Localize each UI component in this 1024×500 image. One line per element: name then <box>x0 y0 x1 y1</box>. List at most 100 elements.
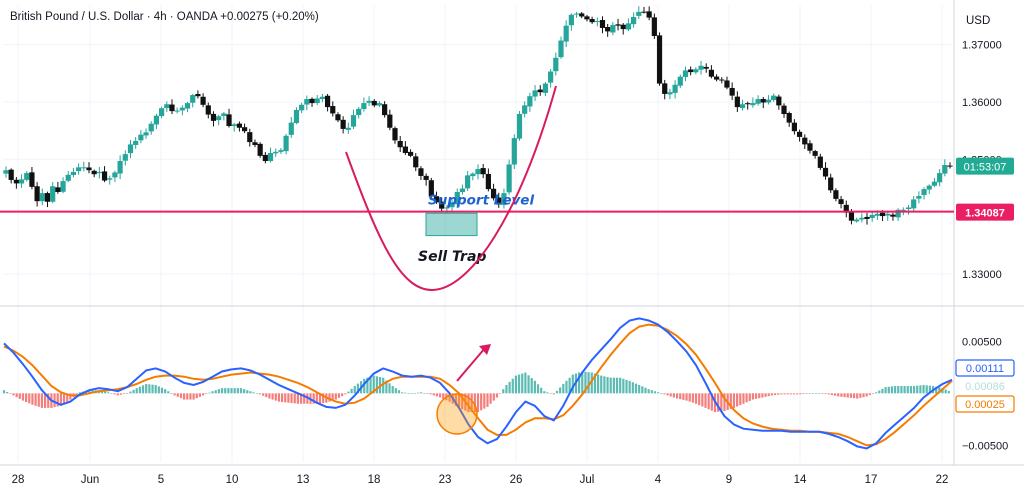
candle-body <box>257 143 263 156</box>
candle-body <box>366 100 372 103</box>
macd-tick-label: −0.00500 <box>962 440 1008 452</box>
candle <box>459 184 466 195</box>
candle <box>916 191 922 204</box>
candle-body <box>247 132 253 143</box>
histogram-bar <box>104 391 107 394</box>
histogram-bar <box>265 393 268 398</box>
last-price-label: 1.34087 <box>965 208 1005 220</box>
histogram-bar <box>622 378 625 394</box>
candle-body <box>848 212 855 221</box>
candle <box>293 107 300 125</box>
candle <box>911 196 917 212</box>
histogram-bar <box>559 387 562 394</box>
candle-body <box>947 165 953 167</box>
candle-body <box>501 193 507 205</box>
histogram-bar <box>25 393 28 402</box>
histogram-bar <box>682 393 685 400</box>
histogram-bar <box>435 393 439 397</box>
histogram-bar <box>736 393 739 407</box>
price-tick-label: 1.33000 <box>962 269 1002 281</box>
candle-body <box>24 173 30 180</box>
candle <box>594 17 600 27</box>
histogram-bar <box>2 390 6 394</box>
candle <box>791 119 797 135</box>
histogram-bar <box>262 393 265 396</box>
candle-body <box>60 181 66 192</box>
histogram-bar <box>66 393 69 402</box>
histogram-bar <box>732 393 736 408</box>
candle <box>159 106 165 119</box>
candle <box>117 155 123 180</box>
time-tick-label: 17 <box>865 474 878 486</box>
sell-trap-zone <box>425 212 478 237</box>
candle <box>822 162 829 180</box>
candle <box>231 122 237 132</box>
histogram-bar <box>894 386 897 394</box>
histogram-bar <box>527 375 530 394</box>
histogram-bar <box>56 393 59 407</box>
candle-body <box>553 57 559 72</box>
histogram-bar <box>767 393 770 397</box>
candle-body <box>874 213 880 216</box>
histogram-bar <box>274 393 277 401</box>
histogram-bar <box>239 388 243 394</box>
candle-body <box>599 20 606 28</box>
histogram-bar <box>868 393 871 396</box>
candle <box>771 93 777 102</box>
candle <box>407 149 414 158</box>
candle-body <box>210 113 217 121</box>
candle-body <box>942 165 948 174</box>
candle <box>387 109 393 131</box>
candle-body <box>190 95 196 103</box>
candle-body <box>423 175 429 180</box>
candle-body <box>796 131 803 137</box>
candle-body <box>252 142 258 145</box>
histogram-bar <box>148 384 151 394</box>
candle-body <box>13 179 19 184</box>
histogram-bar <box>628 380 631 394</box>
candle-body <box>143 132 149 136</box>
histogram-bar <box>296 393 299 404</box>
histogram-bar <box>287 393 290 403</box>
histogram-bar <box>508 381 511 394</box>
candle <box>522 101 528 118</box>
histogram-bar <box>489 393 492 404</box>
candle-body <box>677 76 683 86</box>
histogram-bar <box>935 386 938 394</box>
candle-body <box>50 186 56 202</box>
candle <box>926 184 932 195</box>
histogram-bar <box>214 390 217 394</box>
histogram-bar <box>208 392 211 394</box>
histogram-bar <box>293 393 296 404</box>
histogram-bar <box>170 393 173 394</box>
momentum-arrow-head <box>479 344 491 355</box>
histogram-bar <box>62 393 66 404</box>
histogram-bar <box>720 393 723 412</box>
histogram-bar <box>657 392 660 394</box>
candle <box>382 101 388 118</box>
candle-body <box>236 123 243 128</box>
candle-body <box>65 174 71 181</box>
histogram-bar <box>432 393 435 396</box>
histogram-bar <box>145 383 148 394</box>
candle-body <box>174 110 180 112</box>
histogram-bar <box>167 391 170 394</box>
histogram-bar <box>344 393 347 395</box>
candle <box>713 74 720 82</box>
candle <box>760 97 766 109</box>
candle-body <box>278 150 284 152</box>
candle <box>719 77 725 84</box>
histogram-bar <box>916 385 919 394</box>
candle <box>241 123 248 134</box>
candle-body <box>745 103 751 105</box>
candle <box>236 121 243 132</box>
histogram-bar <box>764 393 767 397</box>
candle <box>781 103 787 118</box>
histogram-bar <box>53 393 56 408</box>
histogram-bar <box>833 393 837 396</box>
price-tick-label: 1.37000 <box>962 40 1002 52</box>
histogram-bar <box>938 387 941 394</box>
candle-body <box>304 99 310 105</box>
candle <box>599 16 606 34</box>
